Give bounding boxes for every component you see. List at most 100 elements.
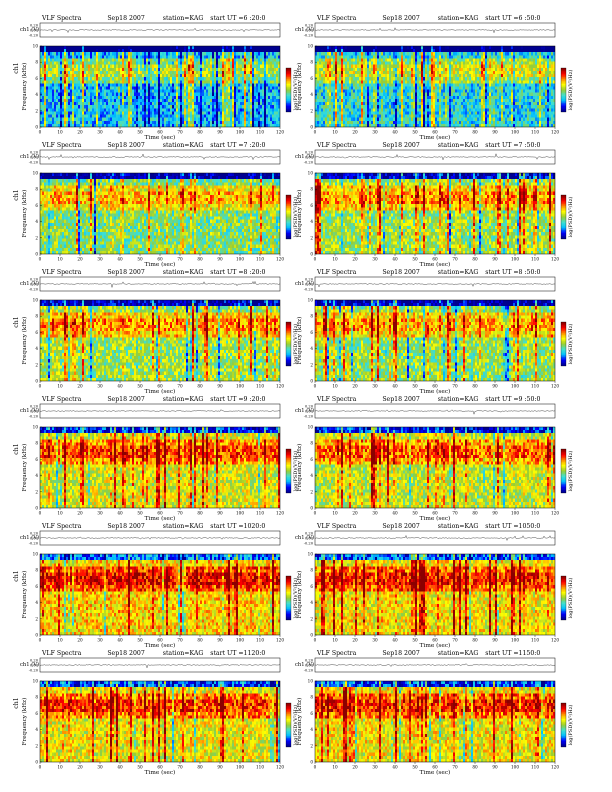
heatmap-cell — [220, 52, 223, 56]
heatmap-cell — [220, 114, 223, 118]
heatmap-cell — [202, 77, 205, 81]
heatmap-cell — [156, 64, 159, 68]
heatmap-cell — [389, 111, 392, 115]
heatmap-cell — [188, 123, 191, 128]
heatmap-cell — [258, 89, 261, 93]
heatmap-cell — [42, 98, 45, 103]
heatmap-cell — [250, 86, 253, 90]
heatmap-cell — [58, 61, 61, 65]
heatmap-cell — [331, 77, 334, 81]
heatmap-cell — [154, 52, 157, 56]
heatmap-cell — [70, 58, 73, 62]
heatmap-cell — [90, 114, 93, 118]
heatmap-cell — [170, 120, 173, 124]
heatmap-cell — [112, 120, 115, 124]
heatmap-cell — [242, 102, 245, 106]
heatmap-cell — [325, 114, 328, 118]
heatmap-cell — [230, 80, 233, 84]
heatmap-cell — [238, 95, 241, 100]
heatmap-cell — [150, 86, 153, 90]
heatmap-cell — [250, 83, 253, 87]
heatmap-cell — [120, 111, 123, 115]
heatmap-cell — [180, 102, 183, 106]
heatmap-cell — [397, 64, 400, 68]
heatmap-cell — [60, 83, 63, 87]
heatmap-cell — [270, 74, 273, 78]
heatmap-cell — [172, 52, 175, 56]
heatmap-cell — [232, 80, 235, 84]
heatmap-cell — [357, 89, 360, 93]
heatmap-cell — [158, 123, 161, 128]
heatmap-cell — [208, 61, 211, 65]
heatmap-cell — [415, 108, 418, 112]
heatmap-cell — [421, 83, 424, 87]
heatmap-cell — [427, 95, 430, 100]
heatmap-cell — [212, 74, 215, 78]
heatmap-cell — [369, 102, 372, 106]
heatmap-cell — [60, 86, 63, 90]
heatmap-cell — [345, 92, 348, 96]
heatmap-cell — [234, 86, 237, 90]
heatmap-cell — [66, 120, 69, 124]
heatmap-cell — [124, 102, 127, 106]
heatmap-cell — [379, 111, 382, 115]
heatmap-cell — [337, 70, 340, 75]
heatmap-cell — [128, 74, 131, 78]
heatmap-cell — [250, 111, 253, 115]
heatmap-cell — [64, 58, 67, 62]
heatmap-cell — [385, 55, 388, 59]
heatmap-cell — [156, 105, 159, 109]
heatmap-cell — [68, 89, 71, 93]
heatmap-cell — [242, 74, 245, 78]
heatmap-cell — [134, 92, 137, 96]
heatmap-cell — [385, 114, 388, 118]
heatmap-cell — [250, 61, 253, 65]
heatmap-cell — [148, 102, 151, 106]
heatmap-cell — [393, 46, 396, 50]
heatmap-cell — [90, 55, 93, 59]
heatmap-cell — [331, 117, 334, 121]
heatmap-cell — [319, 67, 322, 72]
heatmap-cell — [351, 49, 354, 53]
heatmap-cell — [405, 108, 408, 112]
heatmap-cell — [254, 95, 257, 100]
heatmap-cell — [66, 80, 69, 84]
heatmap-cell — [78, 95, 81, 100]
heatmap-cell — [377, 64, 380, 68]
heatmap-cell — [118, 49, 121, 53]
heatmap-cell — [337, 105, 340, 109]
heatmap-cell — [68, 52, 71, 56]
heatmap-cell — [429, 123, 432, 128]
heatmap-cell — [128, 98, 131, 103]
heatmap-cell — [447, 123, 450, 128]
heatmap-cell — [78, 74, 81, 78]
heatmap-cell — [80, 58, 83, 62]
heatmap-cell — [433, 83, 436, 87]
heatmap-cell — [367, 105, 370, 109]
heatmap-cell — [427, 46, 430, 50]
heatmap-cell — [381, 108, 384, 112]
heatmap-cell — [224, 117, 227, 121]
heatmap-cell — [124, 117, 127, 121]
heatmap-cell — [168, 83, 171, 87]
heatmap-cell — [126, 64, 129, 68]
heatmap-cell — [355, 114, 358, 118]
heatmap-cell — [339, 89, 342, 93]
frequency-tick-label: 0 — [35, 125, 38, 130]
heatmap-cell — [445, 114, 448, 118]
heatmap-cell — [96, 52, 99, 56]
heatmap-cell — [387, 67, 390, 72]
heatmap-cell — [170, 98, 173, 103]
heatmap-cell — [106, 61, 109, 65]
colorbar-swatch — [286, 103, 291, 105]
heatmap-cell — [164, 55, 167, 59]
heatmap-cell — [60, 77, 63, 81]
heatmap-cell — [116, 92, 119, 96]
heatmap-cell — [359, 67, 362, 72]
heatmap-cell — [122, 83, 125, 87]
heatmap-cell — [399, 55, 402, 59]
heatmap-cell — [200, 89, 203, 93]
heatmap-cell — [200, 111, 203, 115]
heatmap-cell — [102, 77, 105, 81]
heatmap-cell — [182, 46, 185, 50]
